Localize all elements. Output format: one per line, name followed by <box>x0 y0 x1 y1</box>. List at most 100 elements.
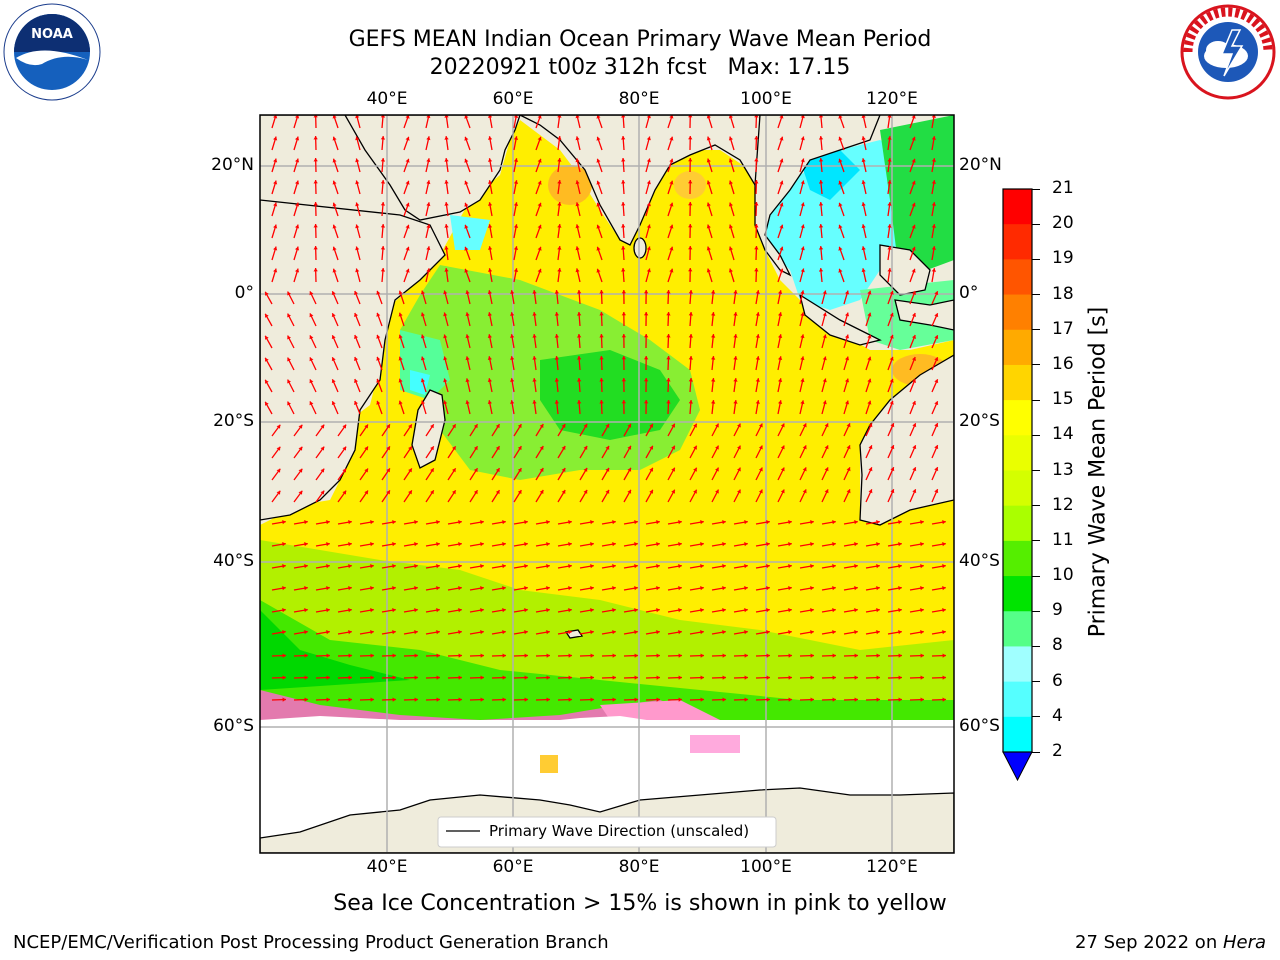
wave-arrow-head <box>754 246 759 250</box>
wave-arrow-head <box>546 608 550 613</box>
wave-arrow-head <box>700 520 704 525</box>
wave-arrow-head <box>711 378 716 382</box>
wave-arrow-head <box>426 224 431 229</box>
colorbar-tick-label: 21 <box>1052 178 1074 198</box>
footer-host: Hera <box>1222 932 1266 953</box>
wave-arrow-head <box>287 401 291 406</box>
wave-arrow-head <box>282 653 286 658</box>
wave-arrow-head <box>876 542 880 547</box>
wave-arrow-head <box>480 630 484 635</box>
wave-arrow-head <box>744 542 748 547</box>
wave-arrow-head <box>517 468 522 473</box>
wave-arrow-head <box>912 313 916 317</box>
wave-arrow-head <box>398 400 403 405</box>
wave-arrow-head <box>295 158 300 163</box>
wave-arrow-head <box>392 542 396 547</box>
wave-arrow-head <box>480 520 484 525</box>
wave-arrow-head <box>854 564 858 569</box>
wave-arrow-head <box>420 356 425 361</box>
colorbar-tick-label: 16 <box>1052 353 1074 374</box>
wave-arrow-head <box>912 291 916 295</box>
wave-arrow-head <box>420 400 425 405</box>
wave-arrow-head <box>693 423 697 428</box>
wave-arrow-head <box>309 335 314 340</box>
lat-label-right-20s: 20°S <box>959 411 1000 431</box>
wave-arrow-head <box>605 467 610 472</box>
wave-arrow-head <box>656 520 660 525</box>
wave-arrow-head <box>295 268 300 273</box>
wave-arrow-head <box>669 202 674 207</box>
wave-arrow-head <box>273 202 278 207</box>
wave-arrow-head <box>706 224 711 229</box>
sea-ice-caption: Sea Ice Concentration > 15% is shown in … <box>333 891 947 916</box>
wave-arrow-head <box>326 630 330 635</box>
wave-arrow-head <box>287 291 291 296</box>
colorbar-tick-label: 18 <box>1052 283 1074 304</box>
wave-arrow-head <box>802 489 807 494</box>
wave-arrow-head <box>354 291 358 295</box>
wave-arrow-head <box>488 268 493 272</box>
wave-arrow-head <box>405 202 410 207</box>
wave-arrow-head <box>700 653 704 658</box>
wave-arrow-head <box>380 158 386 162</box>
wave-arrow-head <box>436 697 440 702</box>
wave-arrow-head <box>733 400 738 404</box>
wave-arrow-head <box>348 586 352 591</box>
wave-arrow-head <box>386 446 390 451</box>
wave-arrow-head <box>354 313 358 317</box>
wave-arrow-head <box>934 445 939 450</box>
colorbar-segment <box>1003 189 1032 225</box>
wave-arrow-head <box>889 356 894 361</box>
wave-arrow-head <box>754 202 759 206</box>
wave-arrow-head <box>887 202 892 206</box>
wave-arrow-head <box>265 335 269 340</box>
wave-arrow-head <box>420 378 425 383</box>
lon-label-bottom-40e: 40°E <box>366 857 408 877</box>
wave-arrow-head <box>728 136 733 141</box>
wave-arrow-head <box>332 136 337 141</box>
wave-arrow-head <box>380 202 386 206</box>
wave-arrow-head <box>282 520 286 525</box>
wave-arrow-head <box>737 467 741 472</box>
wave-arrow-head <box>287 357 291 362</box>
wave-arrow-head <box>627 445 632 450</box>
wave-arrow-head <box>313 268 318 272</box>
wave-arrow-head <box>513 158 519 162</box>
wave-arrow-head <box>754 268 759 272</box>
wave-arrow-head <box>376 312 381 317</box>
colorbar-tick-mark <box>1032 188 1040 190</box>
wave-arrow-head <box>644 400 649 404</box>
wave-arrow-head <box>342 490 347 495</box>
wave-arrow-head <box>868 467 873 472</box>
wave-arrow-head <box>304 675 308 680</box>
wave-arrow-head <box>942 630 946 635</box>
wave-arrow-head <box>861 224 866 229</box>
wave-arrow-head <box>443 378 448 383</box>
wave-arrow-head <box>405 224 410 229</box>
wave-arrow-head <box>644 334 649 338</box>
wave-arrow-head <box>577 378 582 382</box>
wave-arrow-head <box>510 356 515 360</box>
wave-arrow-head <box>539 446 544 450</box>
chart-subtitle: 20220921 t00z 312h fcst Max: 17.15 <box>429 55 851 80</box>
wave-arrow-head <box>788 608 792 613</box>
wave-arrow-head <box>700 608 704 613</box>
wave-arrow-head <box>539 468 544 472</box>
wave-arrow-head <box>678 697 682 702</box>
wave-arrow-head <box>495 468 500 473</box>
wave-arrow-head <box>688 158 693 162</box>
wave-arrow-head <box>780 467 785 472</box>
wave-arrow-head <box>405 115 410 119</box>
wave-arrow-head <box>426 180 431 185</box>
wave-arrow-head <box>408 446 412 451</box>
wave-arrow-head <box>800 312 805 317</box>
wave-arrow-head <box>621 158 626 162</box>
wave-arrow-head <box>596 180 601 185</box>
wave-arrow-head <box>868 445 873 450</box>
wave-arrow-head <box>876 608 880 613</box>
wave-arrow-head <box>942 697 946 702</box>
colorbar-tick-label: 20 <box>1052 213 1074 234</box>
wave-arrow-head <box>502 608 506 613</box>
wave-arrow-head <box>465 378 470 383</box>
lat-label-right-0: 0° <box>959 283 979 303</box>
